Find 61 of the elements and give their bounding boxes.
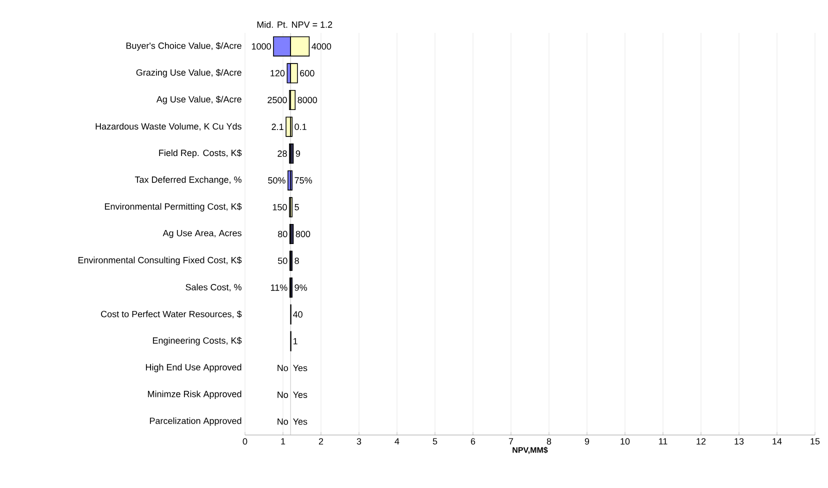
- y-tick-label: Minimze Risk Approved: [148, 390, 242, 399]
- x-tick-label: 7: [508, 438, 514, 444]
- x-tick-label: 10: [620, 438, 630, 445]
- annotation: 8: [294, 258, 299, 264]
- annotation: 28: [278, 150, 287, 157]
- annotation: 8000: [298, 96, 318, 104]
- annotation: 4000: [312, 43, 332, 50]
- annotation: 1: [293, 338, 298, 344]
- x-tick-label: 3: [356, 438, 362, 445]
- x-tick-label: 1: [281, 438, 286, 444]
- x-tick-label: 13: [734, 438, 744, 445]
- annotation: Yes: [293, 418, 308, 425]
- y-tick-label: Ag Use Value, $/Acre: [156, 96, 242, 104]
- x-tick-label: 4: [394, 438, 400, 444]
- annotation: 0.1: [294, 124, 306, 130]
- x-tick-label: 12: [696, 438, 706, 444]
- annotation: 40: [293, 311, 302, 318]
- y-tick-label: Cost to Perfect Water Resources, $: [101, 310, 242, 318]
- annotation: 75%: [294, 177, 312, 184]
- ref-line-label: Mid. Pt. NPV = 1.2: [257, 21, 332, 28]
- annotation: Yes: [293, 392, 308, 398]
- annotation: 50%: [268, 177, 286, 184]
- annotation: 800: [296, 230, 310, 238]
- annotation: 9: [296, 150, 300, 157]
- annotation: 9%: [294, 284, 308, 291]
- annotation: 2500: [268, 96, 287, 104]
- annotation: Yes: [293, 364, 308, 372]
- x-tick-label: 2: [318, 438, 324, 444]
- annotation: 1000: [252, 43, 271, 50]
- x-tick-label: 11: [659, 438, 668, 444]
- annotation: No: [278, 392, 288, 398]
- y-tick-label: Grazing Use Value, $/Acre: [136, 68, 242, 78]
- x-tick-label: 9: [584, 438, 590, 445]
- x-tick-label: 8: [546, 438, 552, 445]
- y-tick-label: Parcelization Approved: [150, 417, 242, 426]
- annotation: 150: [272, 204, 287, 210]
- y-tick-label: Tax Deferred Exchange, %: [134, 176, 242, 185]
- y-tick-label: Engineering Costs, K$: [152, 336, 242, 346]
- y-tick-label: High End Use Approved: [146, 364, 242, 372]
- y-tick-label: Buyer's Choice Value, $/Acre: [126, 42, 242, 51]
- x-tick-label: 6: [470, 438, 476, 445]
- y-tick-label: Environmental Permitting Cost, K$: [104, 202, 242, 212]
- y-tick-label: Sales Cost, %: [186, 284, 242, 292]
- annotation: 50: [278, 258, 288, 264]
- annotation: No: [278, 418, 288, 425]
- annotation: 5: [294, 204, 299, 210]
- annotation: No: [278, 364, 288, 372]
- x-tick-label: 14: [772, 438, 782, 444]
- annotation: 600: [300, 70, 314, 76]
- annotation: 120: [270, 70, 285, 76]
- y-tick-label: Ag Use Area, Acres: [162, 230, 242, 238]
- x-tick-label: 0: [242, 438, 248, 445]
- annotation: 2.1: [272, 124, 284, 130]
- x-tick-label: 5: [432, 438, 438, 444]
- x-tick-label: 15: [810, 438, 820, 444]
- y-tick-label: Hazardous Waste Volume, K Cu Yds: [96, 122, 242, 131]
- annotation: 80: [278, 230, 288, 238]
- annotation: 11%: [270, 284, 288, 291]
- y-tick-label: Environmental Consulting Fixed Cost, K$: [78, 256, 242, 266]
- x-axis-title: NPV,MM$: [512, 446, 548, 454]
- y-tick-label: Field Rep. Costs, K$: [159, 149, 242, 158]
